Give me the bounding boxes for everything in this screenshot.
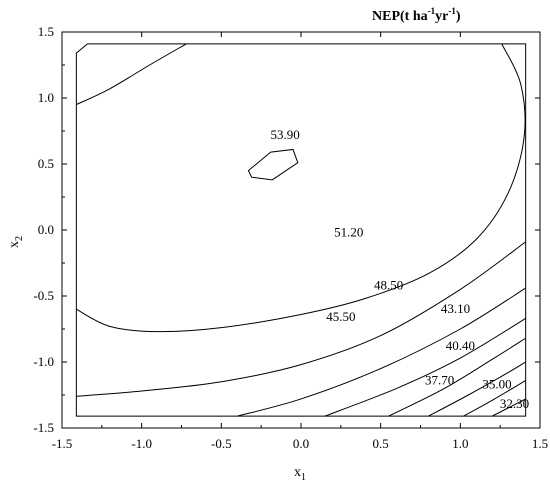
contour-lines — [76, 43, 526, 417]
y-tick-label: 0.5 — [38, 156, 54, 171]
contour-line — [76, 43, 187, 106]
y-tick-label: -0.5 — [33, 288, 54, 303]
y-tick-labels: 1.5 1.0 0.5 0.0 -0.5 -1.0 -1.5 — [33, 24, 54, 435]
x-tick-label: 1.0 — [452, 436, 468, 451]
contour-label: 48.50 — [374, 277, 403, 292]
x-tick-label: 0.0 — [293, 436, 309, 451]
contour-label: 45.50 — [326, 309, 355, 324]
y-tick-label: -1.0 — [33, 354, 54, 369]
contour-line — [76, 43, 526, 333]
x-tick-label: 0.5 — [373, 436, 389, 451]
contour-line — [463, 380, 526, 417]
y-tick-label: 1.0 — [38, 90, 54, 105]
x-tick-label: -0.5 — [211, 436, 232, 451]
contour-label: 40.40 — [446, 338, 475, 353]
x-axis-label: x1 — [294, 465, 306, 483]
contour-labels: 53.90 51.20 48.50 45.50 43.10 40.40 37.70 35.00… — [270, 127, 529, 411]
contour-line — [247, 148, 299, 181]
contour-label: 53.90 — [270, 127, 299, 142]
contour-label: 37.70 — [425, 372, 454, 387]
chart-title: NEP(t ha-1yr-1) — [372, 6, 461, 24]
contour-line — [76, 241, 526, 397]
y-tick-label: 1.5 — [38, 24, 54, 39]
contour-label: 32.30 — [500, 396, 529, 411]
contour-line — [428, 361, 526, 417]
y-tick-label: -1.5 — [33, 420, 54, 435]
contour-line — [388, 337, 526, 417]
design-region-boundary — [75, 43, 527, 417]
x-tick-labels: -1.5 -1.0 -0.5 0.0 0.5 1.0 1.5 — [52, 436, 548, 451]
x-tick-label: -1.0 — [131, 436, 152, 451]
x-tick-label: 1.5 — [532, 436, 548, 451]
x-tick-label: -1.5 — [52, 436, 73, 451]
contour-line — [491, 398, 526, 417]
contour-line — [237, 287, 526, 417]
y-axis-label: x2 — [7, 236, 25, 248]
contour-line — [324, 318, 526, 417]
contour-label: 51.20 — [334, 225, 363, 240]
contour-label: 43.10 — [441, 301, 470, 316]
axis-ticks — [61, 31, 541, 429]
plot-area-frame — [61, 31, 541, 429]
y-tick-label: 0.0 — [38, 222, 54, 237]
contour-label: 35.00 — [482, 376, 511, 391]
